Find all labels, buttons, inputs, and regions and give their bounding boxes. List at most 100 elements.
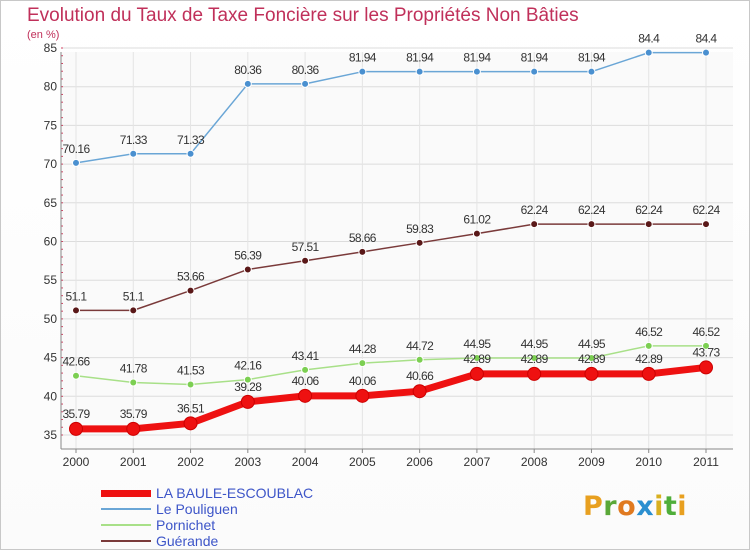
data-label: 44.95 xyxy=(463,337,491,351)
data-point xyxy=(644,220,653,229)
data-point xyxy=(415,67,424,76)
series-line xyxy=(75,345,706,386)
logo-letter: r xyxy=(603,491,618,522)
data-label: 53.66 xyxy=(177,270,205,284)
data-label: 71.33 xyxy=(120,133,148,147)
data-label: 61.02 xyxy=(463,213,491,227)
legend-label: Pornichet xyxy=(156,517,216,533)
data-point xyxy=(183,416,198,431)
data-point xyxy=(644,341,653,350)
data-point xyxy=(702,48,710,57)
data-point xyxy=(530,220,539,229)
series-line xyxy=(76,223,706,312)
data-label: 44.72 xyxy=(406,339,434,353)
data-label: 42.16 xyxy=(234,359,262,373)
data-point xyxy=(644,48,653,57)
data-label: 40.06 xyxy=(292,374,320,388)
data-label: 62.24 xyxy=(578,203,606,217)
data-label: 43.41 xyxy=(292,349,320,363)
data-label: 80.36 xyxy=(292,63,320,77)
y-tick-label: 70 xyxy=(44,157,58,171)
logo-letter: P xyxy=(583,491,604,522)
data-point xyxy=(530,353,539,362)
data-label: 51.1 xyxy=(66,289,88,303)
data-point xyxy=(301,365,310,374)
data-point xyxy=(72,306,80,315)
data-label: 41.78 xyxy=(120,362,148,376)
data-label: 81.94 xyxy=(463,51,491,65)
data-label: 70.16 xyxy=(62,142,90,156)
y-axis-unit: (en %) xyxy=(27,29,60,41)
data-point xyxy=(358,359,367,368)
data-label: 84.4 xyxy=(696,32,718,46)
legend-swatch xyxy=(101,508,151,510)
data-point xyxy=(243,265,252,274)
logo-letter: o xyxy=(617,491,637,522)
data-label: 62.24 xyxy=(521,203,549,217)
legend-swatch xyxy=(101,540,151,542)
data-point xyxy=(530,67,539,76)
data-point xyxy=(702,341,710,350)
legend-label: LA BAULE-ESCOUBLAC xyxy=(156,485,314,501)
data-point xyxy=(69,421,83,436)
data-label: 71.33 xyxy=(177,133,205,147)
y-tick-label: 60 xyxy=(44,235,58,249)
data-point xyxy=(587,353,596,362)
legend-swatch xyxy=(101,524,151,526)
y-tick-label: 40 xyxy=(44,389,58,403)
y-tick-label: 50 xyxy=(44,312,58,326)
y-tick-label: 85 xyxy=(44,41,58,55)
data-point xyxy=(126,421,141,436)
x-tick-label: 2008 xyxy=(521,455,548,469)
legend-label: Guérande xyxy=(156,533,219,549)
data-point xyxy=(415,355,424,364)
logo-letter: t xyxy=(663,491,678,522)
data-label: 41.53 xyxy=(177,363,205,377)
data-label: 42.89 xyxy=(521,352,549,366)
data-label: 62.24 xyxy=(692,203,720,217)
x-tick-label: 2010 xyxy=(635,455,662,469)
data-point xyxy=(587,67,596,76)
data-point xyxy=(129,378,138,387)
data-label: 44.95 xyxy=(521,337,549,351)
x-tick-label: 2004 xyxy=(292,455,319,469)
proxiti-logo: Proxiti xyxy=(583,491,687,522)
y-tick-label: 80 xyxy=(44,80,58,94)
data-point xyxy=(186,380,195,389)
data-point xyxy=(301,256,310,265)
data-point xyxy=(129,149,138,158)
data-label: 81.94 xyxy=(349,51,377,65)
data-point xyxy=(469,366,484,381)
logo-letter: i xyxy=(677,491,688,522)
x-tick-label: 2001 xyxy=(120,455,147,469)
data-point xyxy=(472,353,481,362)
data-point xyxy=(415,238,424,247)
data-point xyxy=(186,149,195,158)
data-label: 42.89 xyxy=(635,352,663,366)
data-point xyxy=(358,67,367,76)
data-point xyxy=(472,229,481,238)
logo-letter: x xyxy=(636,491,655,522)
data-label: 36.51 xyxy=(177,401,205,415)
y-tick-label: 55 xyxy=(44,273,58,287)
data-label: 44.28 xyxy=(349,342,377,356)
x-tick-label: 2011 xyxy=(693,455,719,469)
data-label: 57.51 xyxy=(292,240,320,254)
data-label: 40.66 xyxy=(406,369,434,383)
series-line xyxy=(76,363,707,433)
data-point xyxy=(584,366,599,381)
y-tick-label: 35 xyxy=(44,428,58,442)
x-tick-label: 2006 xyxy=(406,455,433,469)
data-point xyxy=(243,79,252,88)
logo-letter: i xyxy=(654,491,664,522)
data-label: 62.24 xyxy=(635,203,663,217)
data-label: 81.94 xyxy=(406,51,434,65)
data-label: 80.36 xyxy=(234,63,262,77)
data-point xyxy=(72,371,80,380)
data-label: 39.28 xyxy=(234,380,262,394)
data-point xyxy=(702,220,710,229)
x-tick-label: 2009 xyxy=(578,455,605,469)
data-point xyxy=(72,158,80,167)
